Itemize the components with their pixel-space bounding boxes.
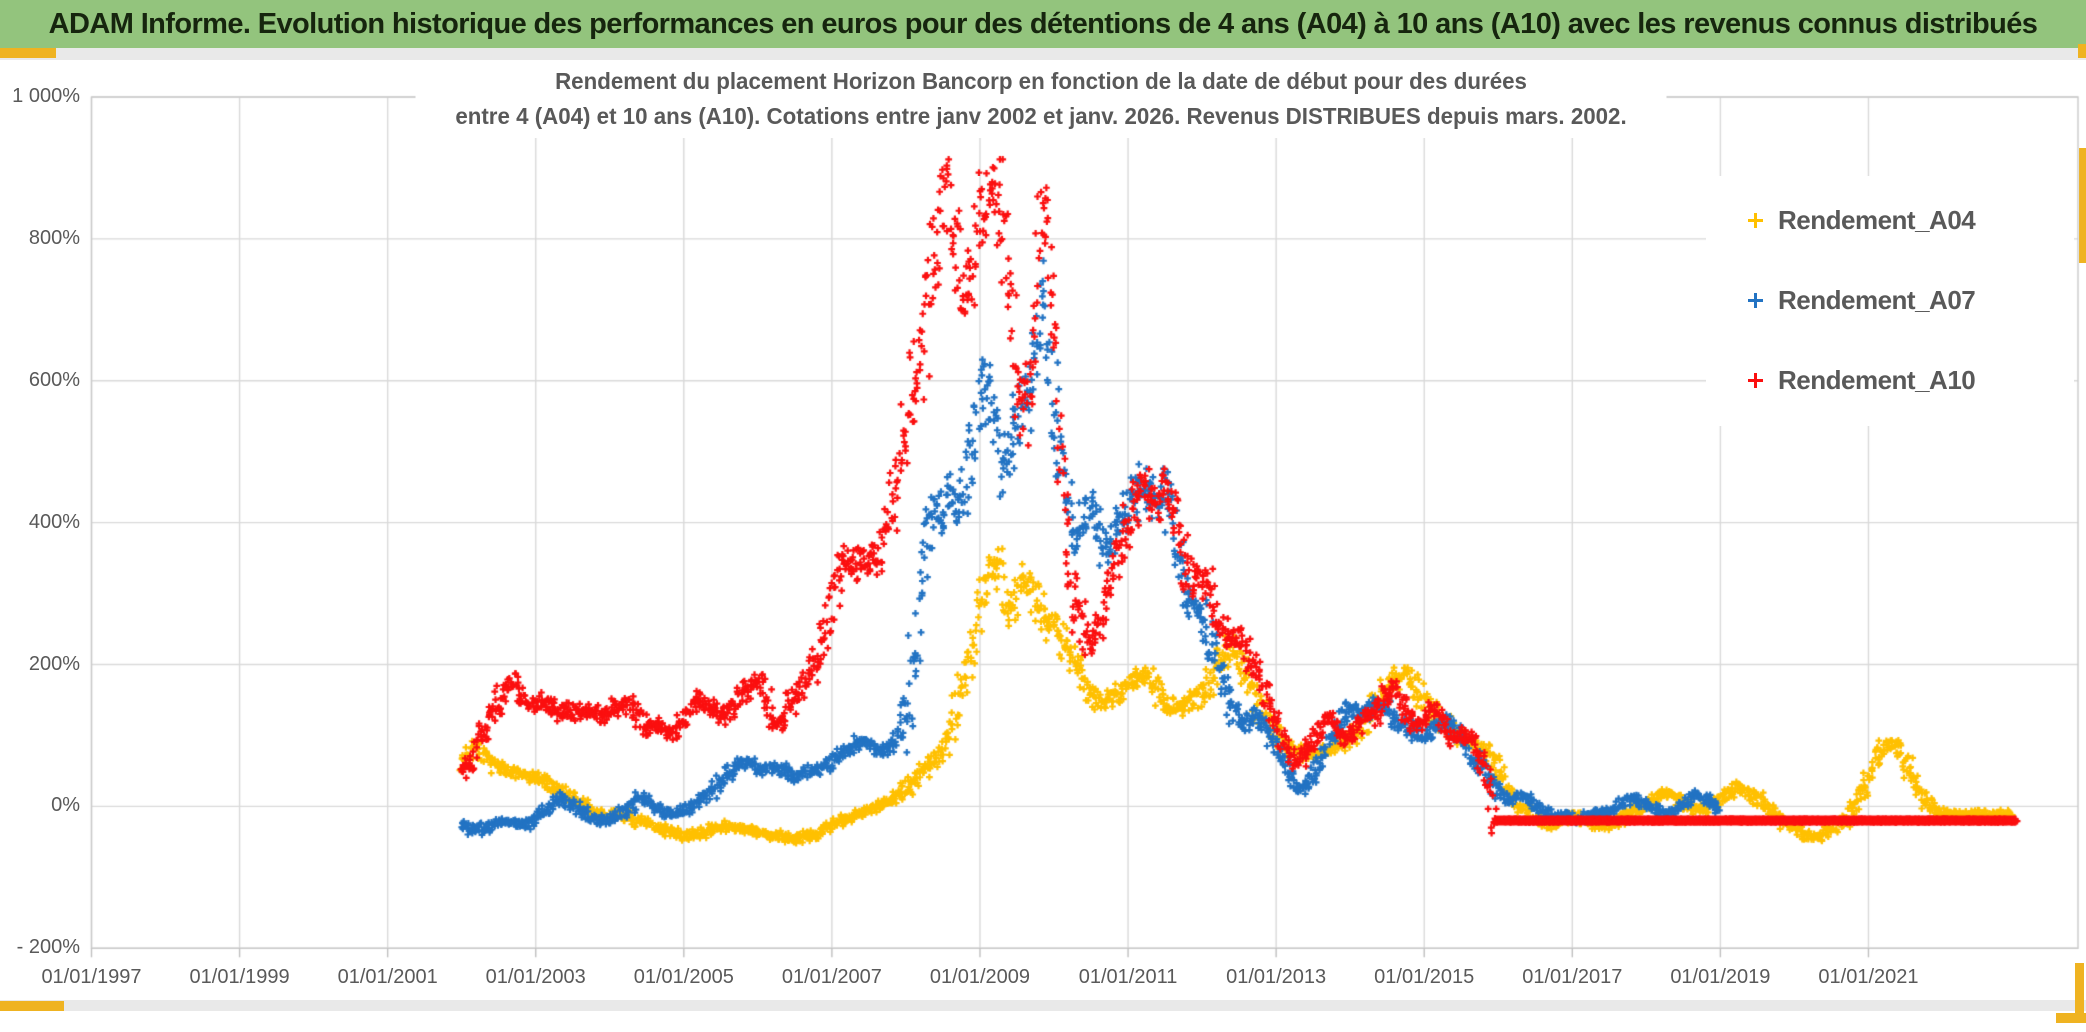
legend-entry-rendement-a07[interactable]: Rendement_A07	[1748, 284, 1976, 316]
legend-label: Rendement_A04	[1778, 204, 1976, 235]
x-axis-label: 01/01/1999	[189, 966, 290, 988]
x-axis-label: 01/01/2009	[929, 966, 1031, 988]
y-axis-label: - 200%	[16, 936, 80, 959]
plus-marker-icon	[1748, 372, 1763, 388]
x-axis-label: 01/01/2017	[1522, 966, 1623, 988]
y-axis-label: 0%	[51, 794, 80, 817]
plus-marker-icon	[1748, 212, 1763, 228]
x-axis-label: 01/01/2007	[781, 966, 882, 988]
x-axis-label: 01/01/2013	[1226, 966, 1327, 988]
legend-label: Rendement_A10	[1778, 364, 1976, 395]
chart-title-line2: entre 4 (A04) et 10 ans (A10). Cotations…	[455, 103, 1627, 129]
legend-entry-rendement-a04[interactable]: Rendement_A04	[1748, 204, 1976, 236]
x-axis-label: 01/01/1997	[41, 966, 142, 988]
x-axis-label: 01/01/2001	[337, 966, 438, 988]
x-axis-label: 01/01/2015	[1374, 966, 1475, 988]
legend-label: Rendement_A07	[1778, 284, 1976, 315]
legend-entry-rendement-a10[interactable]: Rendement_A10	[1748, 364, 1976, 396]
y-axis-label: 800%	[28, 226, 80, 249]
chart-legend: Rendement_A04 Rendement_A07 Rendement_A1…	[1706, 176, 2074, 426]
plus-marker-icon	[1748, 292, 1763, 308]
y-axis-label: 600%	[28, 368, 80, 391]
y-axis-label: 200%	[28, 652, 80, 675]
x-axis-label: 01/01/2011	[1078, 966, 1178, 988]
x-axis-label: 01/01/2005	[633, 966, 734, 988]
y-axis-label: 1 000%	[12, 85, 80, 107]
chart-title: Rendement du placement Horizon Bancorp e…	[415, 60, 1667, 138]
x-axis-label: 01/01/2019	[1670, 966, 1771, 988]
chart-title-line1: Rendement du placement Horizon Bancorp e…	[555, 68, 1527, 94]
x-axis-label: 01/01/2021	[1818, 966, 1919, 988]
x-axis-label: 01/01/2003	[485, 966, 586, 988]
y-axis-label: 400%	[28, 510, 80, 533]
